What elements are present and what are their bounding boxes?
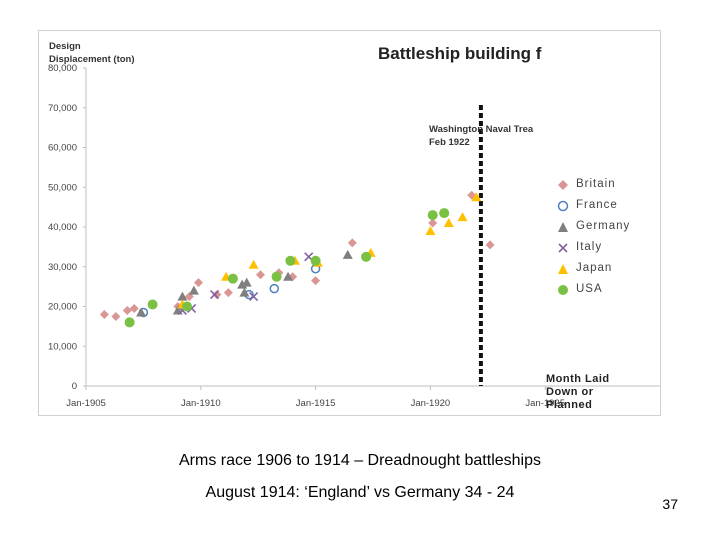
data-point-usa (310, 255, 321, 266)
annotation-line-1: Washington Naval Trea (429, 124, 534, 135)
x-tick-label: Jan-1905 (66, 398, 106, 409)
x-axis-label-line-1: Month Laid (546, 373, 610, 385)
x-tick-label: Jan-1920 (411, 398, 451, 409)
y-tick-label: 40,000 (48, 222, 77, 233)
y-tick-label: 60,000 (48, 143, 77, 154)
data-point-germany (136, 307, 147, 317)
y-tick-label: 0 (72, 381, 77, 392)
chart-plot: 0 10,000 20,000 30,000 40,000 50,000 60,000 70,… (48, 63, 660, 409)
y-tick-label: 80,000 (48, 63, 77, 74)
data-point-britain (347, 238, 357, 248)
data-point-italy (249, 291, 259, 302)
y-tick-label: 20,000 (48, 302, 77, 313)
x-tick-label: Jan-1925 (525, 398, 565, 409)
data-point-japan (457, 212, 468, 222)
data-point-japan (443, 218, 454, 228)
data-point-germany (342, 249, 353, 259)
data-point-usa (285, 255, 296, 266)
data-point-britain (223, 288, 233, 298)
data-point-britain (212, 290, 222, 300)
data-point-germany (188, 285, 199, 295)
legend-label: USA (576, 283, 603, 295)
triangle-marker-icon (558, 264, 568, 274)
y-tick-label: 10,000 (48, 341, 77, 352)
data-point-britain (111, 311, 121, 321)
y-axis-label-line-2: Displacement (ton) (49, 54, 135, 65)
legend-label: France (576, 199, 618, 211)
data-point-britain (99, 309, 109, 319)
data-point-usa (271, 271, 282, 282)
legend-label: Germany (576, 220, 631, 232)
legend-label: Italy (576, 241, 603, 253)
data-point-japan (471, 192, 482, 202)
data-point-usa (439, 208, 450, 219)
chart-title: Battleship building f (378, 44, 542, 63)
data-point-usa (124, 317, 135, 328)
data-point-japan (248, 259, 259, 269)
circle-marker-icon (558, 285, 568, 295)
data-point-usa (227, 273, 238, 284)
triangle-marker-icon (558, 222, 568, 232)
open-circle-marker-icon (557, 200, 569, 212)
data-point-germany (241, 277, 252, 287)
data-point-italy (210, 290, 220, 300)
data-point-usa (147, 299, 158, 310)
data-point-britain (129, 303, 139, 313)
x-tick-label: Jan-1915 (296, 398, 336, 409)
data-point-britain (122, 305, 132, 315)
data-point-japan (425, 225, 436, 235)
legend-label: Japan (576, 262, 613, 274)
data-point-usa (182, 301, 193, 312)
annotation-line-2: Feb 1922 (429, 137, 470, 148)
data-point-britain (194, 278, 204, 288)
y-tick-label: 30,000 (48, 262, 77, 273)
data-point-britain (428, 218, 438, 228)
data-point-britain (255, 270, 265, 280)
data-point-usa (361, 251, 372, 262)
y-tick-label: 50,000 (48, 182, 77, 193)
x-marker-icon (558, 243, 568, 253)
y-tick-label: 70,000 (48, 103, 77, 114)
caption-line-2: August 1914: ‘England’ vs Germany 34 - 2… (205, 484, 515, 501)
caption-line-1: Arms race 1906 to 1914 – Dreadnought bat… (178, 452, 541, 469)
data-point-germany (239, 287, 250, 297)
y-axis-label-line-1: Design (49, 41, 81, 52)
legend-label: Britain (576, 178, 616, 190)
data-point-germany (177, 291, 188, 301)
data-point-usa (427, 210, 438, 221)
data-point-france (269, 283, 280, 294)
chart: 0 10,000 20,000 30,000 40,000 50,000 60,000 70,… (38, 30, 661, 416)
x-axis-label-line-2: Down or (546, 386, 594, 398)
data-point-britain (311, 276, 321, 286)
x-axis-label-line-3: Planned (546, 399, 593, 411)
page-number: 37 (662, 496, 678, 512)
data-point-germany (283, 271, 294, 281)
data-point-britain (485, 240, 495, 250)
diamond-marker-icon (558, 180, 568, 190)
x-tick-label: Jan-1910 (181, 398, 221, 409)
